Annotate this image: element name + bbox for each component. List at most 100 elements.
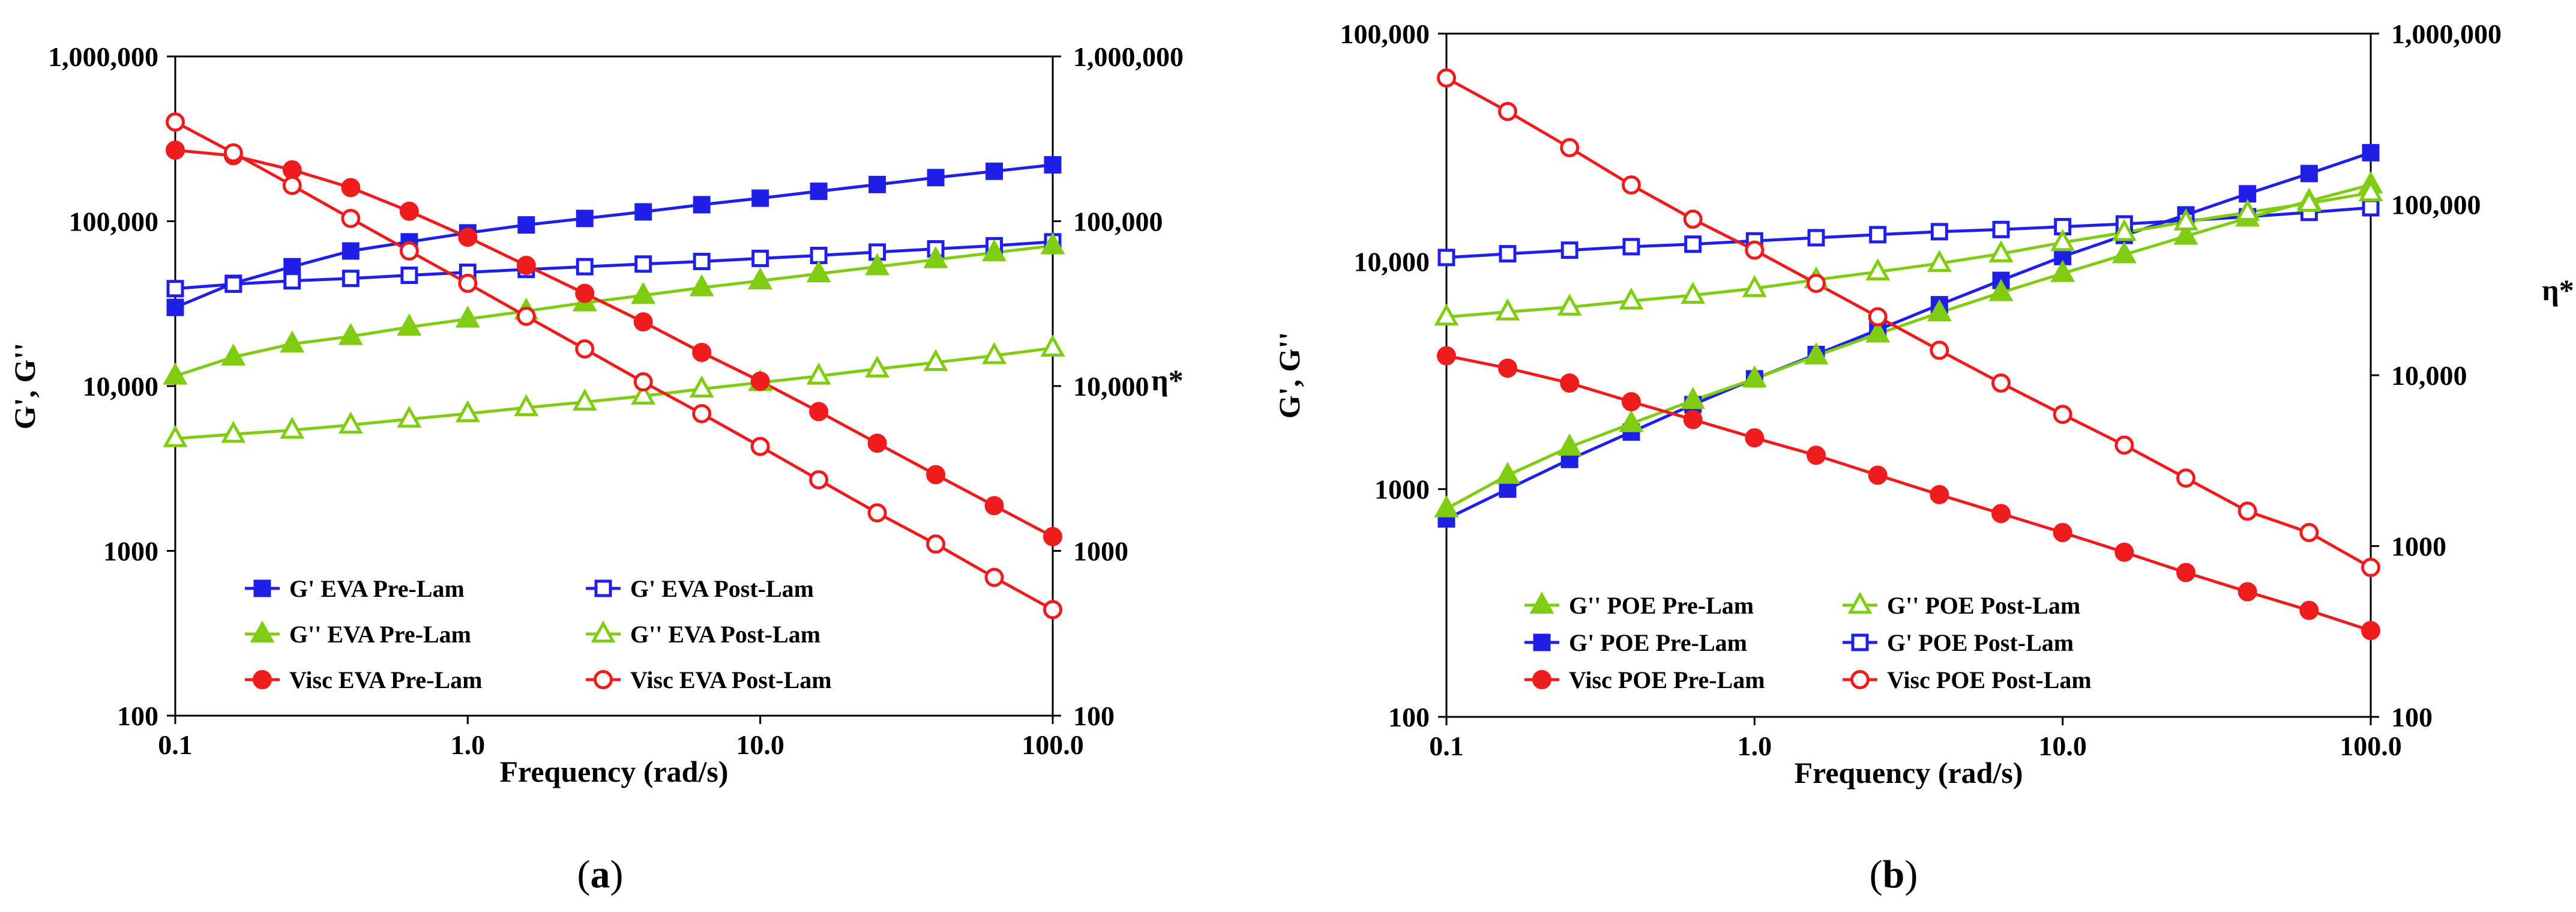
data-point-a-visc-eva-pre-lam-13 — [926, 465, 946, 485]
data-point-a-g-eva-pre-lam-2 — [280, 330, 305, 353]
series-line-b-g-poe-pre-lam — [1445, 151, 2371, 521]
data-point-b-g-poe-pre-lam-1 — [1495, 462, 1520, 484]
data-point-b-g-poe-post-lam-3 — [1619, 287, 1644, 310]
data-point-b-visc-poe-post-lam-14 — [2299, 522, 2319, 542]
data-point-a-g-eva-post-lam-0 — [166, 280, 184, 298]
data-point-a-g-eva-pre-lam-10 — [751, 189, 769, 207]
data-point-a-visc-eva-post-lam-5 — [458, 273, 478, 293]
data-point-b-g-poe-pre-lam-0 — [1434, 495, 1459, 518]
x-tick-label-b-1: 1.0 — [1738, 731, 1772, 761]
data-point-a-visc-eva-pre-lam-2 — [282, 160, 302, 180]
data-point-b-g-poe-post-lam-4 — [1684, 235, 1702, 253]
data-point-a-g-eva-pre-lam-3 — [342, 242, 360, 260]
x-tick-label-b-3: 100.0 — [2340, 731, 2402, 761]
data-point-b-g-poe-post-lam-14 — [2296, 190, 2322, 212]
data-point-a-g-eva-pre-lam-13 — [923, 246, 948, 268]
data-point-b-g-poe-post-lam-7 — [1865, 258, 1891, 280]
x-tick-label-b-2: 10.0 — [2038, 731, 2087, 761]
data-point-b-g-poe-post-lam-15 — [2358, 179, 2383, 202]
data-point-a-visc-eva-pre-lam-3 — [341, 178, 361, 198]
data-point-b-g-poe-post-lam-4 — [1681, 282, 1706, 304]
legend-marker-b-visc-poe-pre-lam — [1532, 670, 1551, 689]
data-point-a-g-eva-post-lam-7 — [576, 258, 594, 276]
data-point-a-visc-eva-pre-lam-14 — [984, 496, 1004, 516]
y-tick-label-a-0: 100 — [117, 701, 158, 731]
legend-marker-b-g-poe-pre-lam — [1533, 633, 1551, 651]
data-point-b-g-poe-post-lam-2 — [1560, 241, 1578, 259]
data-point-a-g-eva-post-lam-7 — [572, 388, 597, 411]
panel-label-a: (a) — [577, 853, 624, 896]
series-line-a-g-eva-pre-lam — [175, 244, 1053, 378]
legend-marker-a-visc-eva-post-lam — [594, 670, 613, 689]
data-point-a-g-eva-pre-lam-0 — [163, 362, 188, 385]
data-point-b-visc-poe-post-lam-12 — [2176, 468, 2196, 488]
data-point-a-g-eva-pre-lam-9 — [693, 196, 711, 214]
data-point-a-visc-eva-post-lam-9 — [692, 403, 712, 423]
data-point-b-g-poe-pre-lam-7 — [1865, 320, 1891, 343]
y2-tick-label-b-1: 1000 — [2391, 531, 2446, 562]
data-point-a-g-eva-post-lam-0 — [163, 425, 188, 447]
legend-label-b-g-poe-pre-lam: G' POE Pre-Lam — [1569, 629, 1747, 656]
series-line-b-g-poe-pre-lam — [1445, 183, 2371, 510]
data-point-b-g-poe-post-lam-8 — [1927, 250, 1952, 272]
data-point-b-visc-poe-post-lam-1 — [1497, 101, 1517, 121]
data-point-a-g-eva-pre-lam-13 — [927, 169, 945, 187]
data-point-b-g-poe-post-lam-2 — [1557, 293, 1582, 316]
data-point-b-visc-poe-pre-lam-12 — [2176, 563, 2196, 582]
data-point-a-g-eva-post-lam-15 — [1040, 334, 1065, 357]
data-point-b-visc-poe-pre-lam-10 — [2053, 522, 2072, 542]
data-point-b-visc-poe-post-lam-9 — [1991, 373, 2011, 393]
data-point-a-visc-eva-pre-lam-7 — [575, 283, 595, 303]
data-point-a-g-eva-pre-lam-14 — [982, 239, 1007, 262]
data-point-b-visc-poe-pre-lam-8 — [1930, 485, 1949, 504]
data-point-a-g-eva-post-lam-8 — [634, 255, 652, 273]
data-point-b-visc-poe-post-lam-2 — [1560, 137, 1580, 157]
legend-marker-b-g-poe-post-lam — [1851, 633, 1869, 651]
x-axis-title-b: Frequency (rad/s) — [1795, 756, 2023, 790]
series-line-a-g-eva-post-lam — [175, 240, 1053, 291]
data-point-b-g-poe-post-lam-10 — [2050, 229, 2075, 252]
data-point-b-g-poe-pre-lam-12 — [2173, 222, 2198, 245]
data-point-b-visc-poe-post-lam-6 — [1807, 273, 1826, 293]
data-point-b-visc-poe-post-lam-13 — [2237, 501, 2257, 521]
data-point-a-g-eva-pre-lam-15 — [1044, 156, 1062, 174]
data-point-b-g-poe-post-lam-8 — [1930, 223, 1948, 241]
data-point-a-visc-eva-post-lam-3 — [341, 208, 361, 228]
x-tick-label-a-1: 1.0 — [451, 729, 486, 760]
legend-marker-b-g-poe-post-lam — [1847, 591, 1873, 614]
data-point-b-g-poe-post-lam-9 — [1992, 220, 2010, 238]
series-line-b-g-poe-post-lam — [1446, 191, 2371, 319]
data-point-b-visc-poe-post-lam-5 — [1745, 240, 1765, 260]
x-tick-label-b-0: 0.1 — [1429, 731, 1464, 761]
series-line-b-visc-poe-pre-lam — [1446, 354, 2371, 632]
data-point-a-visc-eva-post-lam-7 — [575, 339, 595, 359]
data-point-b-visc-poe-post-lam-3 — [1621, 175, 1641, 195]
data-point-a-g-eva-post-lam-3 — [342, 270, 360, 288]
series-line-a-g-eva-post-lam — [175, 346, 1053, 440]
data-point-a-g-eva-post-lam-11 — [806, 362, 831, 385]
data-point-b-visc-poe-pre-lam-1 — [1497, 358, 1517, 378]
x-tick-label-a-3: 100.0 — [1022, 729, 1084, 760]
data-point-a-visc-eva-post-lam-8 — [633, 372, 653, 392]
chart-panel-b: 0.1 1.0 10.0 100.0100100010,000100,00010010… — [1272, 19, 2574, 790]
data-point-a-g-eva-post-lam-5 — [455, 400, 480, 423]
y2-tick-label-b-2: 10,000 — [2391, 360, 2467, 391]
data-point-b-g-poe-post-lam-1 — [1499, 245, 1517, 263]
data-point-a-visc-eva-post-lam-13 — [926, 534, 946, 554]
data-point-b-g-poe-post-lam-15 — [2362, 199, 2380, 217]
data-point-a-visc-eva-post-lam-2 — [282, 175, 302, 195]
data-point-a-visc-eva-pre-lam-10 — [750, 371, 770, 391]
data-point-b-visc-poe-pre-lam-6 — [1807, 445, 1826, 465]
data-point-b-g-poe-pre-lam-15 — [2362, 143, 2380, 162]
data-point-a-g-eva-post-lam-6 — [514, 394, 539, 417]
data-point-a-visc-eva-pre-lam-5 — [458, 228, 478, 247]
data-point-a-g-eva-post-lam-2 — [280, 416, 305, 439]
data-point-a-visc-eva-post-lam-0 — [166, 112, 185, 132]
data-point-a-g-eva-pre-lam-5 — [455, 305, 480, 328]
y2-tick-label-a-4: 1,000,000 — [1073, 41, 1184, 72]
data-point-a-visc-eva-pre-lam-0 — [166, 140, 185, 160]
data-point-a-g-eva-pre-lam-4 — [397, 313, 422, 336]
data-point-b-g-poe-post-lam-1 — [1495, 298, 1520, 321]
data-point-a-visc-eva-pre-lam-8 — [633, 312, 653, 332]
data-point-a-visc-eva-post-lam-15 — [1043, 600, 1062, 620]
